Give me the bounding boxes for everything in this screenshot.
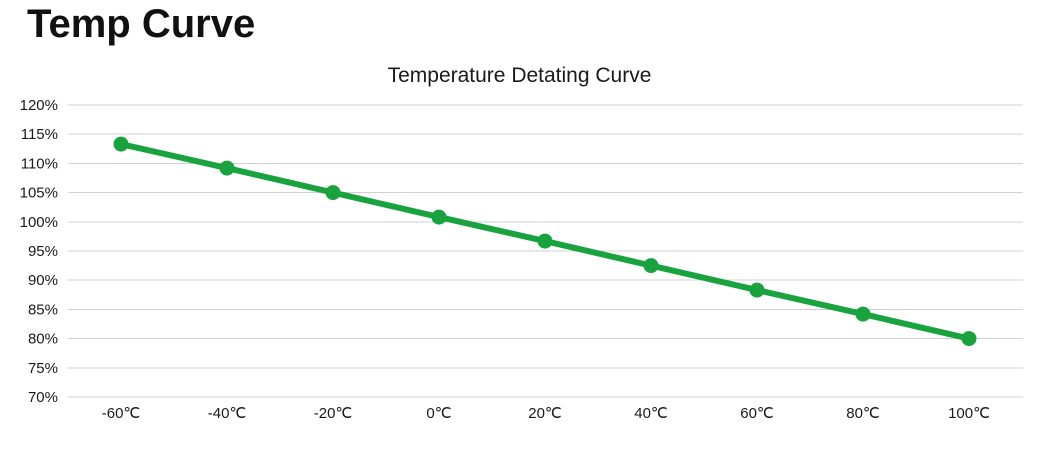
y-tick-label: 120% (20, 97, 58, 114)
y-tick-label: 95% (28, 243, 58, 260)
data-point (113, 136, 129, 152)
data-point (219, 160, 235, 176)
data-point (537, 233, 553, 249)
y-tick-label: 110% (21, 155, 58, 172)
x-tick-label: -20℃ (314, 405, 353, 422)
data-point (643, 258, 659, 274)
y-tick-label: 70% (28, 389, 58, 406)
y-tick-label: 90% (28, 272, 58, 289)
data-point (431, 209, 447, 225)
data-point (749, 282, 765, 298)
x-tick-label: -60℃ (102, 405, 141, 422)
y-tick-label: 85% (28, 301, 58, 318)
data-point (855, 306, 871, 322)
chart-title: Temperature Detating Curve (387, 64, 652, 87)
x-tick-label: 0℃ (426, 405, 451, 422)
x-tick-label: -40℃ (208, 405, 247, 422)
page-title: Temp Curve (27, 2, 256, 46)
x-tick-label: 100℃ (948, 405, 990, 422)
y-tick-label: 115% (21, 126, 58, 143)
x-tick-label: 40℃ (634, 405, 668, 422)
data-point (325, 185, 341, 201)
y-tick-label: 75% (28, 360, 58, 377)
x-tick-label: 20℃ (528, 405, 562, 422)
y-tick-label: 80% (28, 331, 58, 348)
x-tick-label: 80℃ (846, 405, 880, 422)
y-tick-label: 100% (20, 214, 58, 231)
data-point (961, 331, 977, 347)
x-tick-label: 60℃ (740, 405, 774, 422)
y-tick-label: 105% (20, 185, 58, 202)
